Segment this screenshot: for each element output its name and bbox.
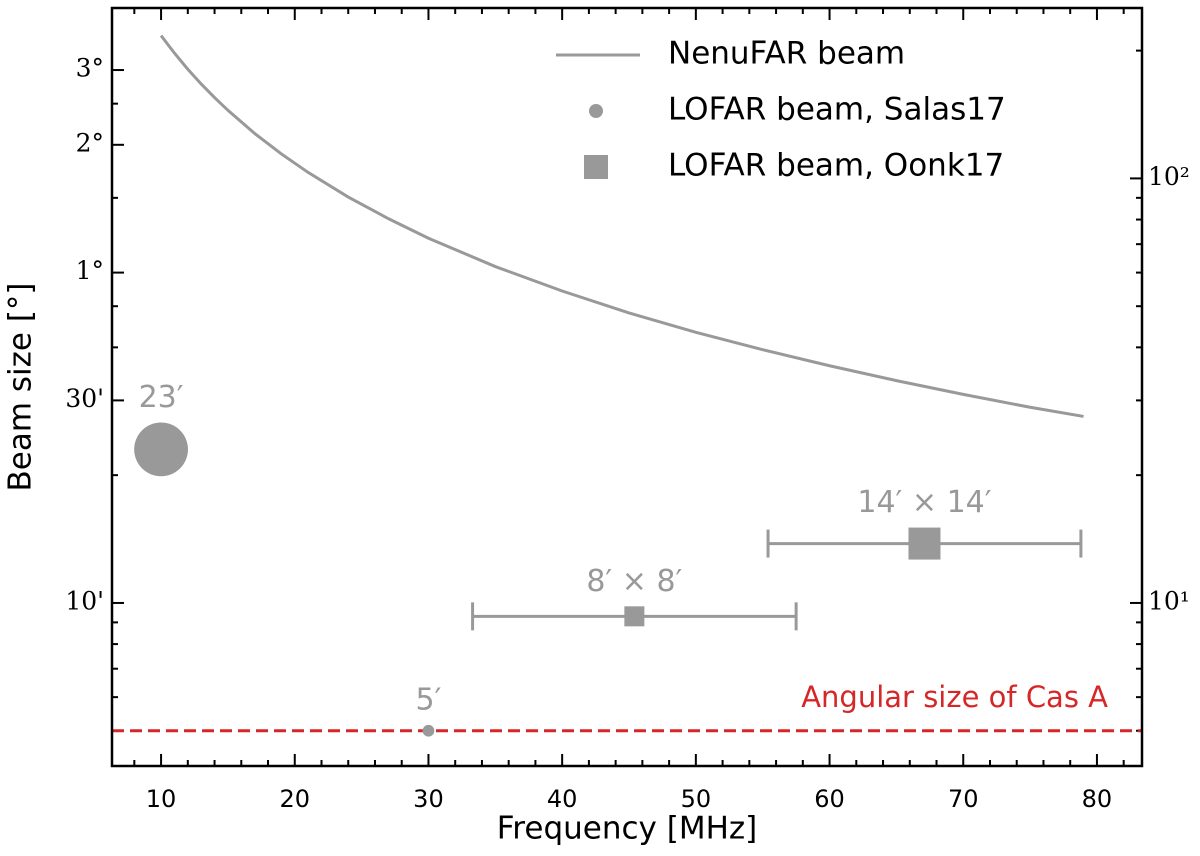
x-tick-label: 60 bbox=[814, 785, 845, 813]
legend-label: LOFAR beam, Oonk17 bbox=[668, 148, 1004, 184]
x-tick-label: 40 bbox=[547, 785, 578, 813]
series-line bbox=[159, 34, 1084, 418]
y-tick-label: 10' bbox=[65, 586, 104, 615]
point-annotation: 23′ bbox=[139, 380, 184, 415]
point-annotation: 8′ × 8′ bbox=[586, 564, 682, 599]
legend-circle bbox=[589, 104, 603, 118]
y-tick-label: 1° bbox=[76, 256, 104, 285]
reference-label: Angular size of Cas A bbox=[801, 680, 1108, 714]
square-marker bbox=[624, 606, 645, 627]
circle-marker bbox=[422, 724, 435, 737]
x-axis-label: Frequency [MHz] bbox=[497, 811, 758, 847]
x-tick-label: 20 bbox=[279, 785, 310, 813]
y2-tick-label: 10² bbox=[1148, 162, 1190, 191]
y-tick-label: 30' bbox=[65, 384, 104, 413]
y-axis-label: Beam size [°] bbox=[3, 282, 39, 491]
x-tick-label: 80 bbox=[1082, 785, 1113, 813]
point-annotation: 5′ bbox=[416, 682, 442, 717]
legend-square bbox=[584, 155, 608, 179]
legend-label: NenuFAR beam bbox=[668, 36, 905, 72]
square-marker bbox=[908, 527, 941, 560]
x-tick-label: 70 bbox=[948, 785, 979, 813]
x-tick-label: 30 bbox=[413, 785, 444, 813]
x-tick-label: 50 bbox=[681, 785, 712, 813]
plot-frame bbox=[110, 6, 1144, 768]
x-tick-label: 10 bbox=[146, 785, 177, 813]
y-tick-label: 2° bbox=[76, 128, 104, 157]
point-annotation: 14′ × 14′ bbox=[857, 485, 991, 520]
y2-tick-label: 10¹ bbox=[1148, 586, 1190, 615]
y-tick-label: 3° bbox=[76, 54, 104, 83]
circle-marker bbox=[134, 422, 188, 477]
legend-label: LOFAR beam, Salas17 bbox=[668, 92, 1006, 128]
